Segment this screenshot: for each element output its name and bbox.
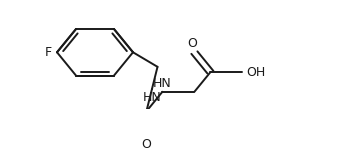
Text: HN: HN — [143, 91, 161, 104]
Text: O: O — [142, 138, 151, 151]
Text: O: O — [187, 37, 197, 51]
Text: OH: OH — [246, 66, 266, 79]
Text: F: F — [45, 46, 52, 59]
Text: HN: HN — [153, 77, 172, 90]
